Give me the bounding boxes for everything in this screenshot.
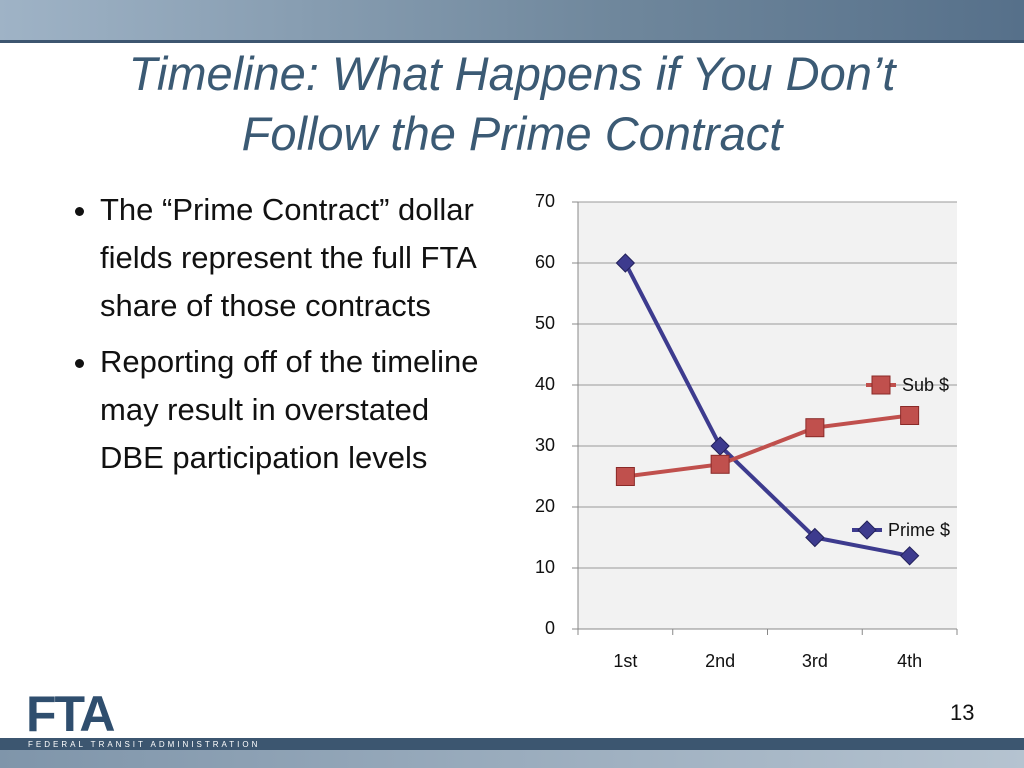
y-tick-label: 20 xyxy=(535,496,555,516)
bullet-list: The “Prime Contract” dollar fields repre… xyxy=(60,186,500,490)
slide-title: Timeline: What Happens if You Don’t Foll… xyxy=(128,47,896,160)
y-tick-label: 70 xyxy=(535,191,555,211)
x-tick-label: 3rd xyxy=(802,651,828,671)
legend-label: Sub $ xyxy=(902,375,949,395)
y-tick-label: 0 xyxy=(545,618,555,638)
bullet: Reporting off of the timeline may result… xyxy=(100,338,500,482)
marker xyxy=(871,375,891,395)
header-band xyxy=(0,0,1024,43)
series-line xyxy=(623,262,911,558)
marker xyxy=(857,520,877,540)
page-number: 13 xyxy=(950,700,975,725)
marker xyxy=(710,454,730,474)
logo-subtitle: FEDERAL TRANSIT ADMINISTRATION xyxy=(28,740,261,749)
bullet: The “Prime Contract” dollar fields repre… xyxy=(100,186,500,330)
plot-area xyxy=(578,202,957,629)
marker xyxy=(805,527,825,548)
y-tick-label: 40 xyxy=(535,374,555,394)
footer-band xyxy=(0,738,1024,750)
legend-label: Prime $ xyxy=(888,520,950,540)
y-tick-label: 50 xyxy=(535,313,555,333)
y-tick-label: 30 xyxy=(535,435,555,455)
footer-band xyxy=(0,750,1024,768)
x-tick-label: 2nd xyxy=(705,651,735,671)
y-tick-label: 60 xyxy=(535,252,555,272)
marker xyxy=(615,467,635,486)
marker xyxy=(805,418,825,438)
marker xyxy=(615,253,636,273)
x-tick-label: 1st xyxy=(613,651,637,671)
marker xyxy=(900,406,920,425)
y-tick-label: 10 xyxy=(535,557,555,577)
marker xyxy=(899,546,920,566)
x-tick-label: 4th xyxy=(897,651,922,671)
chart: 0 10 20 30 40 50 60 70 1st 2nd 3rd 4th Prime $ Sub $ xyxy=(535,191,958,671)
series-line xyxy=(625,413,910,479)
logo: FTA xyxy=(26,686,115,742)
